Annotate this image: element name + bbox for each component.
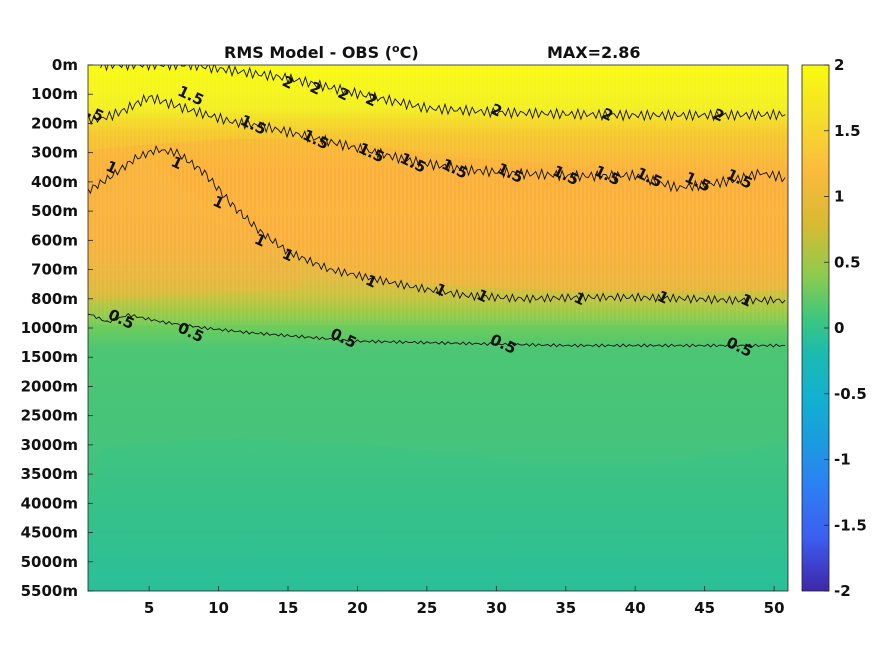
y-tick-label: 4000m xyxy=(21,494,78,512)
heatmap-deep-patch xyxy=(88,439,788,591)
x-tick-label: 40 xyxy=(625,599,646,617)
y-axis: 0m 100m 200m 300m 400m 500m 600m 700m 800m 1000m 1… xyxy=(21,56,93,600)
y-tick-label: 2000m xyxy=(21,377,78,395)
y-tick-label: 2500m xyxy=(21,407,78,425)
colorbar-tick-label: -1.5 xyxy=(834,516,867,534)
x-tick-label: 5 xyxy=(144,599,154,617)
x-tick-label: 20 xyxy=(347,599,368,617)
max-annotation: MAX=2.86 xyxy=(547,43,641,62)
x-tick-label: 50 xyxy=(764,599,785,617)
y-tick-label: 1500m xyxy=(21,348,78,366)
y-tick-label: 200m xyxy=(31,114,78,132)
y-tick-label: 1000m xyxy=(21,319,78,337)
x-tick-label: 15 xyxy=(278,599,299,617)
chart-title-unit-sup: o xyxy=(392,42,400,55)
y-tick-label: 4500m xyxy=(21,524,78,542)
colorbar-tick-label: 0 xyxy=(834,319,844,337)
colorbar-tick-label: -0.5 xyxy=(834,385,867,403)
colorbar-tick-label: 0.5 xyxy=(834,253,861,271)
x-axis: 5 10 15 20 25 30 35 40 45 50 xyxy=(144,586,785,617)
y-tick-label: 500m xyxy=(31,202,78,220)
y-tick-label: 3500m xyxy=(21,465,78,483)
contour-lines xyxy=(88,65,786,348)
y-tick-label: 800m xyxy=(31,290,78,308)
y-tick-label: 300m xyxy=(31,144,78,162)
y-tick-label: 400m xyxy=(31,173,78,191)
contour-line-0.5 xyxy=(88,312,786,348)
chart-title-unit: C) xyxy=(400,43,419,62)
colorbar-tick-label: -2 xyxy=(834,582,851,600)
heatmap-striping xyxy=(88,65,788,325)
y-tick-label: 100m xyxy=(31,85,78,103)
x-tick-label: 30 xyxy=(486,599,507,617)
contour-line-2 xyxy=(100,65,786,122)
colorbar: 2 1.5 1 0.5 0 -0.5 -1 -1.5 -2 xyxy=(801,56,867,600)
x-tick-label: 25 xyxy=(416,599,437,617)
y-tick-label: 700m xyxy=(31,261,78,279)
colorbar-ticks: 2 1.5 1 0.5 0 -0.5 -1 -1.5 -2 xyxy=(824,56,867,600)
y-tick-label: 5500m xyxy=(21,582,78,600)
colorbar-tick-label: 2 xyxy=(834,56,844,74)
y-tick-label: 5000m xyxy=(21,553,78,571)
y-tick-label: 3000m xyxy=(21,436,78,454)
chart-title-main: RMS Model - OBS ( xyxy=(224,43,392,62)
x-tick-label: 10 xyxy=(208,599,229,617)
y-tick-label: 0m xyxy=(52,56,78,74)
contour-line-1.5 xyxy=(88,93,786,193)
colorbar-tick-label: -1 xyxy=(834,451,851,469)
contour-line-1 xyxy=(88,144,786,306)
colorbar-tick-label: 1 xyxy=(834,188,844,206)
colorbar-tick-label: 1.5 xyxy=(834,122,861,140)
x-tick-label: 45 xyxy=(694,599,715,617)
x-tick-label: 35 xyxy=(555,599,576,617)
plot-area: 2 2 2 2 2 2 21.51.51.51.5 1.5 1.5 1.5 1.5 1.5 1.5 1.5… xyxy=(87,64,789,592)
chart-title: RMS Model - OBS (oC) xyxy=(224,42,419,62)
y-tick-label: 600m xyxy=(31,231,78,249)
